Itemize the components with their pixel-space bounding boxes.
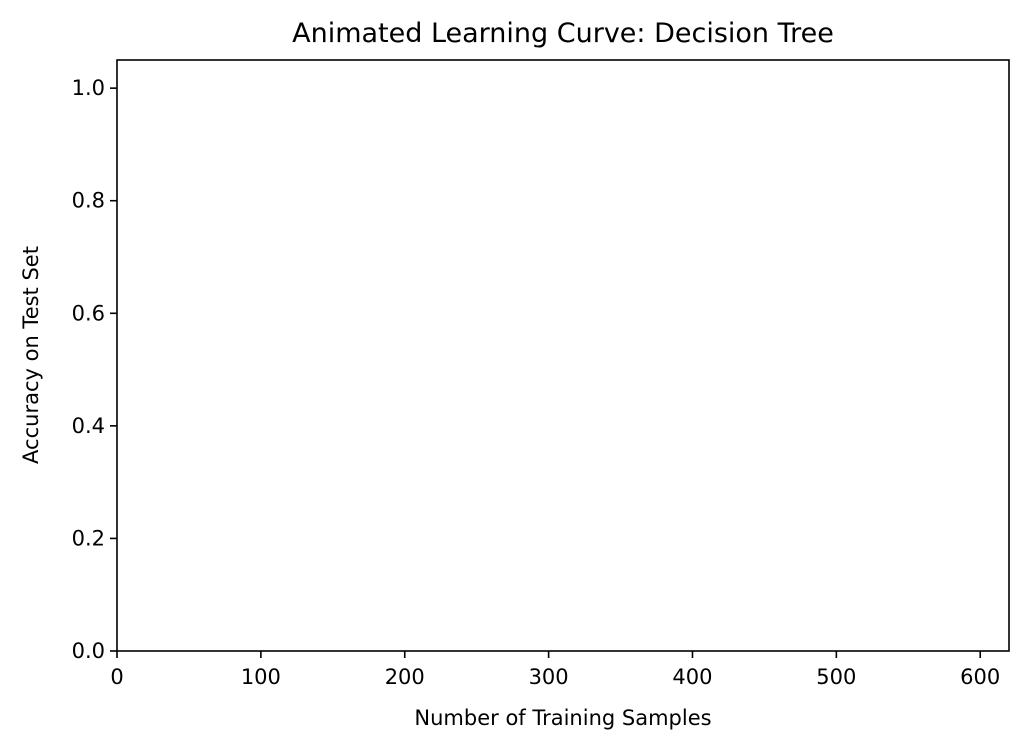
x-tick-label: 100 xyxy=(241,665,281,689)
plot-area-frame xyxy=(116,59,1010,652)
y-tick-label: 0.8 xyxy=(72,189,105,213)
x-tick-label: 0 xyxy=(110,665,123,689)
y-tick-label: 0.4 xyxy=(72,414,105,438)
x-tick-label: 600 xyxy=(960,665,1000,689)
y-axis-ticks: 0.0 0.2 0.4 0.6 0.8 1.0 xyxy=(72,76,117,663)
y-tick-label: 0.6 xyxy=(72,301,105,325)
x-axis-label: Number of Training Samples xyxy=(414,706,711,730)
x-axis-ticks: 0 100 200 300 400 500 600 xyxy=(110,651,1000,689)
y-tick-label: 1.0 xyxy=(72,76,105,100)
y-tick-label: 0.0 xyxy=(72,639,105,663)
chart-title: Animated Learning Curve: Decision Tree xyxy=(292,18,834,49)
x-tick-label: 200 xyxy=(385,665,425,689)
y-axis-label: Accuracy on Test Set xyxy=(19,246,43,464)
x-tick-label: 400 xyxy=(672,665,712,689)
y-tick-label: 0.2 xyxy=(72,526,105,550)
x-tick-label: 500 xyxy=(816,665,856,689)
x-tick-label: 300 xyxy=(529,665,569,689)
